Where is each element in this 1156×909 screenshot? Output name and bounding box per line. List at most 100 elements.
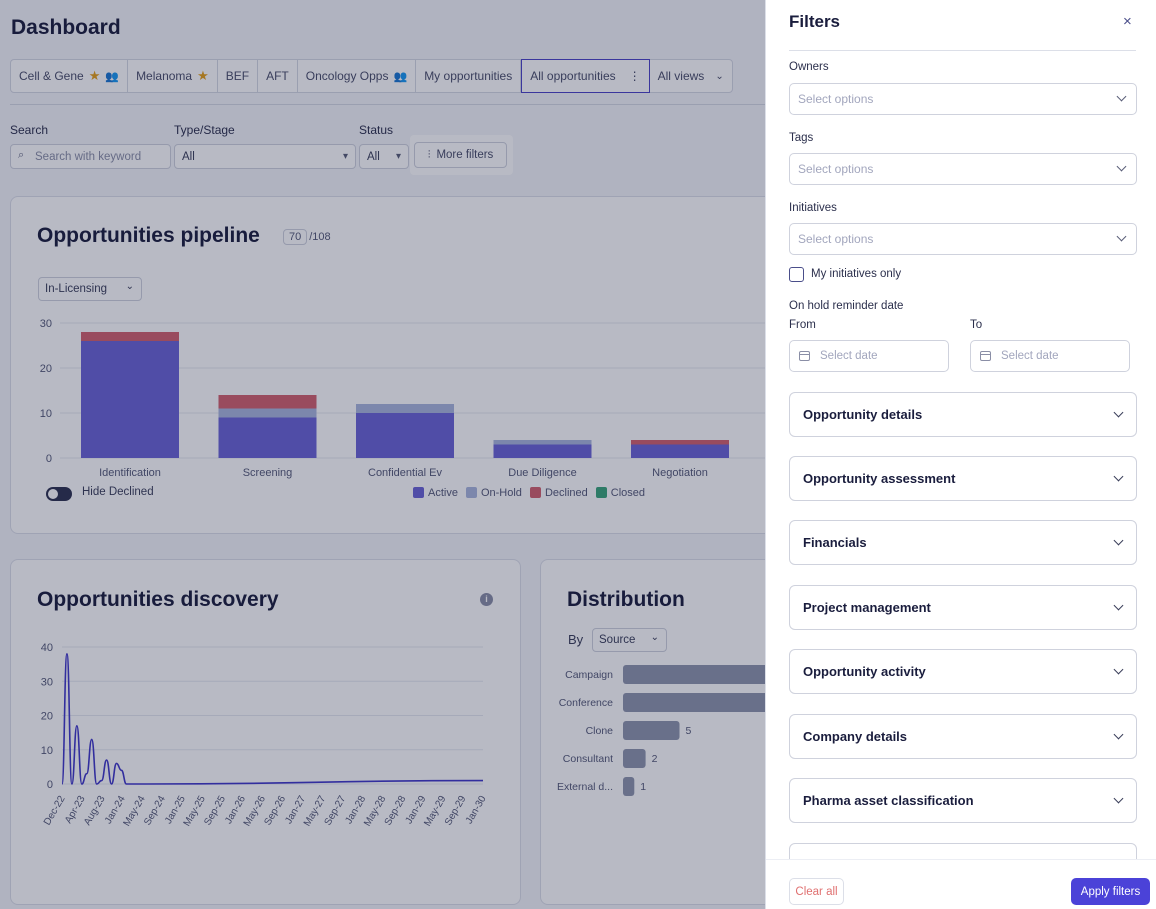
chevron-down-icon: ⌄ <box>715 70 724 82</box>
category-label: Clone <box>586 725 614 737</box>
section-opportunity-details[interactable]: Opportunity details <box>789 392 1137 437</box>
value-label: 1 <box>640 781 646 793</box>
chevron-down-icon <box>1116 231 1127 242</box>
section-label: Pharma asset classification <box>803 793 974 808</box>
legend-item[interactable]: Active <box>413 487 458 499</box>
distribution-bar[interactable] <box>623 749 646 768</box>
pipeline-legend: Active On-Hold Declined Closed <box>413 487 645 499</box>
more-vertical-icon[interactable]: ⋮ <box>628 69 641 83</box>
line-series <box>61 653 484 785</box>
tab-aft[interactable]: AFT <box>258 60 298 92</box>
section-project-management[interactable]: Project management <box>789 585 1137 630</box>
total-count: /108 <box>309 231 331 243</box>
distribution-bar[interactable] <box>623 777 635 796</box>
view-tabs: Cell & Gene ★ 👥 Melanoma ★ BEF AFT Oncol… <box>10 59 733 93</box>
section-opportunity-assessment[interactable]: Opportunity assessment <box>789 456 1137 501</box>
tab-oncology-opps[interactable]: Oncology Opps 👥 <box>298 60 417 92</box>
value-label: 5 <box>686 725 692 737</box>
owners-label: Owners <box>789 61 829 73</box>
hide-declined-toggle[interactable] <box>46 487 72 501</box>
bar-segment-active[interactable] <box>356 413 454 458</box>
distribution-bar[interactable] <box>623 721 680 740</box>
tags-select[interactable]: Select options <box>789 153 1137 185</box>
my-initiatives-checkbox[interactable] <box>789 267 804 282</box>
drawer-footer: Clear all Apply filters <box>766 859 1156 909</box>
bar-segment-on-hold[interactable] <box>356 404 454 413</box>
status-select[interactable]: All ▾ <box>359 144 409 169</box>
tab-cell-gene[interactable]: Cell & Gene ★ 👥 <box>11 60 129 92</box>
bar-segment-active[interactable] <box>218 417 317 459</box>
bar-segment-declined[interactable] <box>631 440 729 445</box>
bar-segment-declined[interactable] <box>81 332 179 341</box>
tab-all-opportunities[interactable]: All opportunities ⋮ <box>521 59 650 93</box>
tab-melanoma[interactable]: Melanoma ★ <box>128 60 218 92</box>
close-icon[interactable]: × <box>1123 13 1132 30</box>
bar-segment-active[interactable] <box>493 444 592 459</box>
chevron-down-icon <box>1116 91 1127 102</box>
section-pharma-asset-classification[interactable]: Pharma asset classification <box>789 778 1137 823</box>
legend-item[interactable]: Declined <box>529 487 588 499</box>
bar-segment-declined[interactable] <box>218 395 317 409</box>
legend-item[interactable]: On-Hold <box>465 487 522 499</box>
y-tick-label: 10 <box>41 745 53 757</box>
section-label: Opportunity assessment <box>803 471 956 486</box>
distribution-bar[interactable] <box>623 665 770 684</box>
type-stage-select[interactable]: All ▾ <box>174 144 356 169</box>
initiatives-label: Initiatives <box>789 202 837 214</box>
bar-segment-active[interactable] <box>81 341 179 458</box>
bar-segment-on-hold[interactable] <box>218 408 317 418</box>
category-label: External d... <box>557 781 613 793</box>
search-input[interactable]: ⌕ Search with keyword <box>10 144 171 169</box>
all-views-dropdown[interactable]: All views ⌄ <box>657 69 724 83</box>
pipeline-chart: 0 10 20 30 Identification Screening Confidenti… <box>40 318 780 479</box>
section-financials[interactable]: Financials <box>789 520 1137 565</box>
distribution-by-select[interactable]: Source ⌄ <box>592 628 667 652</box>
bar-segment-active[interactable] <box>631 444 729 459</box>
legend-swatch <box>529 487 541 498</box>
x-tick-label: Due Diligence <box>508 467 576 479</box>
section-opportunity-activity[interactable]: Opportunity activity <box>789 649 1137 694</box>
tags-label: Tags <box>789 132 814 144</box>
chevron-down-icon <box>1116 161 1127 172</box>
chevron-down-icon: ▾ <box>342 151 348 162</box>
distribution-chart: Campaign Conference Clone 5 Consultant 2 Exter… <box>557 665 770 796</box>
from-date-input[interactable]: Select date <box>789 340 949 372</box>
y-tick-label: 20 <box>40 363 52 375</box>
distribution-bar[interactable] <box>623 693 770 712</box>
x-tick-label: Screening <box>243 467 293 479</box>
section-company-details[interactable]: Company details <box>789 714 1137 759</box>
active-count-badge: 70 <box>283 229 308 245</box>
category-label: Consultant <box>563 753 613 765</box>
initiatives-select[interactable]: Select options <box>789 223 1137 255</box>
chevron-down-icon: ⌄ <box>125 281 134 292</box>
tab-bef[interactable]: BEF <box>218 60 259 92</box>
divider <box>789 50 1136 51</box>
to-date-input[interactable]: Select date <box>970 340 1130 372</box>
more-filters-button[interactable]: ⫶ More filters <box>414 142 507 168</box>
search-label: Search <box>10 123 49 137</box>
value-label: 2 <box>652 753 658 765</box>
chevron-down-icon: ▾ <box>395 151 401 162</box>
shared-users-icon: 👥 <box>105 70 120 83</box>
tab-my-opportunities[interactable]: My opportunities <box>416 60 522 92</box>
filters-title: Filters <box>789 12 841 31</box>
section-label: Financials <box>803 535 867 550</box>
category-label: Conference <box>559 697 613 709</box>
divider <box>10 104 770 105</box>
pipeline-count: 70 /108 <box>283 229 331 245</box>
licensing-select[interactable]: In-Licensing ⌄ <box>38 277 142 301</box>
apply-filters-button[interactable]: Apply filters <box>1071 878 1150 905</box>
info-icon[interactable]: i <box>480 593 493 606</box>
discovery-card: Opportunities discovery <box>10 559 521 905</box>
owners-select[interactable]: Select options <box>789 83 1137 115</box>
bar-segment-on-hold[interactable] <box>493 440 592 445</box>
x-tick-label: Confidential Ev <box>368 467 442 479</box>
my-initiatives-label: My initiatives only <box>811 268 902 280</box>
to-label: To <box>970 319 983 331</box>
search-icon: ⌕ <box>18 149 25 161</box>
chevron-down-icon <box>1113 471 1124 482</box>
clear-all-button[interactable]: Clear all <box>789 878 844 905</box>
chevron-down-icon <box>1113 793 1124 804</box>
calendar-icon <box>980 351 991 361</box>
legend-item[interactable]: Closed <box>595 487 645 499</box>
